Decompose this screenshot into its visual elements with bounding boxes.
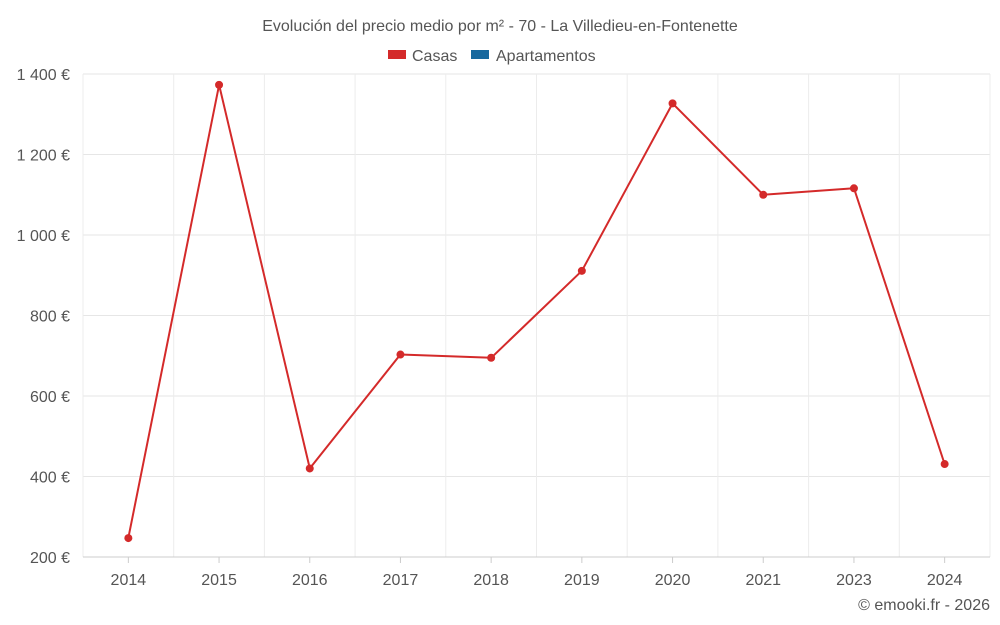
y-tick-label: 1 000 € <box>17 228 70 245</box>
data-point <box>487 353 496 362</box>
x-tick-label: 2021 <box>745 572 781 589</box>
data-point <box>215 80 224 89</box>
legend-label-casas: Casas <box>412 48 457 65</box>
x-tick-label: 2015 <box>201 572 237 589</box>
y-tick-label: 800 € <box>30 309 70 326</box>
legend-item-casas[interactable]: Casas <box>388 48 457 65</box>
y-axis: 200 € 400 € 600 € 800 € 1 000 € 1 200 € 1 400 … <box>17 67 70 567</box>
x-tick-label: 2018 <box>473 572 509 589</box>
x-tick-label: 2014 <box>111 572 147 589</box>
x-tick-label: 2017 <box>383 572 419 589</box>
data-point <box>396 350 405 359</box>
data-point <box>759 190 768 199</box>
legend-swatch-casas <box>388 50 406 59</box>
x-tick-label: 2024 <box>927 572 963 589</box>
data-point <box>305 464 314 473</box>
y-tick-label: 200 € <box>30 550 70 567</box>
x-axis: 2014 2015 2016 2017 2018 2019 2020 2021 2023 2024 <box>111 557 963 589</box>
credit-text: © emooki.fr - 2026 <box>858 597 990 614</box>
chart-title: Evolución del precio medio por m² - 70 -… <box>262 18 738 35</box>
x-tick-label: 2019 <box>564 572 600 589</box>
x-tick-label: 2016 <box>292 572 328 589</box>
x-tick-label: 2020 <box>655 572 691 589</box>
x-tick-label: 2023 <box>836 572 872 589</box>
data-point <box>124 534 133 543</box>
y-tick-label: 400 € <box>30 470 70 487</box>
legend-swatch-apartamentos <box>471 50 489 59</box>
y-tick-label: 600 € <box>30 389 70 406</box>
legend-item-apartamentos[interactable]: Apartamentos <box>471 48 596 65</box>
series-layer <box>124 80 949 543</box>
data-point <box>849 184 858 193</box>
legend-label-apartamentos: Apartamentos <box>496 48 596 65</box>
y-tick-label: 1 200 € <box>17 148 70 165</box>
y-tick-label: 1 400 € <box>17 67 70 84</box>
data-point <box>577 266 586 275</box>
legend: Casas Apartamentos <box>388 48 596 65</box>
series-line-casas <box>127 83 946 539</box>
data-point <box>668 99 677 108</box>
data-point <box>940 460 949 469</box>
